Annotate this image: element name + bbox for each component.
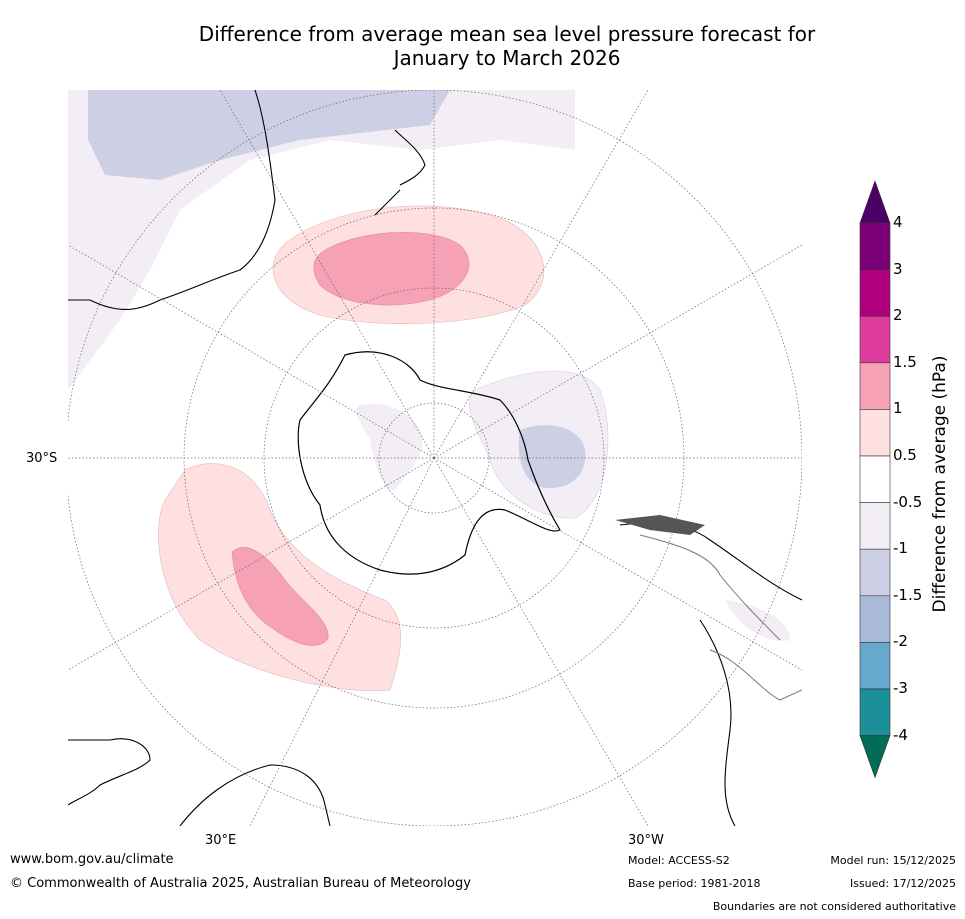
colorbar-extend-bottom [859,735,891,779]
colorbar-tick-label: 2 [893,306,903,325]
colorbar-segment [859,595,891,643]
meridians [68,90,802,826]
base-period: Base period: 1981-2018 [628,877,761,890]
copyright-text: © Commonwealth of Australia 2025, Austra… [10,876,471,891]
colorbar-tick-label: -3 [893,679,908,697]
lon-label-30e: 30°E [205,833,237,848]
issued-date: Issued: 17/12/2025 [849,877,956,890]
south-america-coast [619,522,802,826]
anomaly-pos1-south-pacific [313,232,470,306]
lat-label-30s: 30°S [26,451,58,466]
colorbar-tick-label: -1 [893,539,908,558]
model-run-date: Model run: 15/12/2025 [830,854,956,867]
colorbar-segment [859,455,891,503]
anomaly-neg05-south-america [725,600,790,641]
colorbar-tick-label: 4 [893,213,903,231]
colorbar-title: Difference from average (hPa) [930,355,950,613]
graticule-60s [263,287,605,629]
colorbar-segment [859,642,891,690]
colorbar-segment [859,688,891,736]
colorbar-tick-label: 1.5 [893,352,917,371]
colorbar-segment [859,222,891,270]
colorbar-segment [859,315,891,364]
title-line-1: Difference from average mean sea level p… [198,22,816,46]
colorbar-tick-label: -0.5 [893,492,923,511]
model-name: Model: ACCESS-S2 [628,854,730,867]
antarctica-coastline [297,351,561,575]
colorbar-tick-label: -1.5 [893,585,923,604]
colorbar-segment [859,409,891,457]
south-america-boundaries [639,534,802,701]
anomaly-pos1-south-atlantic [231,547,329,646]
colorbar-tick-label: -2 [893,632,908,651]
title-line-2: January to March 2026 [393,46,621,70]
indian-ocean-africa-coast [179,764,331,826]
colorbar-tick-label: 0.5 [893,446,917,464]
colorbar-segment [859,548,891,597]
graticule-80s [378,402,490,514]
colorbar-segment [859,269,891,317]
antarctic-peninsula [615,515,705,535]
chart-title: Difference from average mean sea level p… [0,22,965,70]
colorbar-tick-label: 1 [893,399,903,418]
new-zealand [374,129,426,216]
boundaries-disclaimer: Boundaries are not considered authoritat… [712,900,956,913]
lon-label-30w: 30°W [628,833,664,848]
website-url[interactable]: www.bom.gov.au/climate [10,852,174,867]
anomaly-neg05-centre [356,403,423,491]
colorbar-extend-top [859,180,891,224]
colorbar [859,180,891,779]
colorbar-segment [859,362,891,410]
colorbar-tick-label: 3 [893,259,903,278]
anomaly-neg1-north [88,90,450,180]
australia-coastline [68,738,151,806]
australia-east-coast [68,90,276,311]
anomaly-neg1-east [518,425,586,489]
colorbar-tick-label: -4 [893,725,908,744]
colorbar-segment [859,502,891,550]
